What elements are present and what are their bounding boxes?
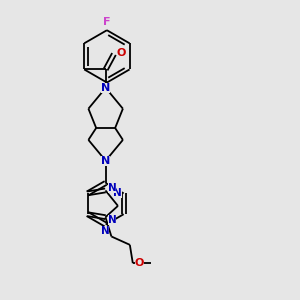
Text: N: N (101, 226, 110, 236)
Text: N: N (113, 188, 122, 198)
Text: O: O (117, 47, 126, 58)
Text: N: N (101, 156, 110, 166)
Text: N: N (101, 83, 110, 93)
Text: O: O (135, 258, 144, 268)
Text: F: F (103, 17, 111, 27)
Text: N: N (108, 183, 116, 193)
Text: N: N (108, 214, 116, 224)
